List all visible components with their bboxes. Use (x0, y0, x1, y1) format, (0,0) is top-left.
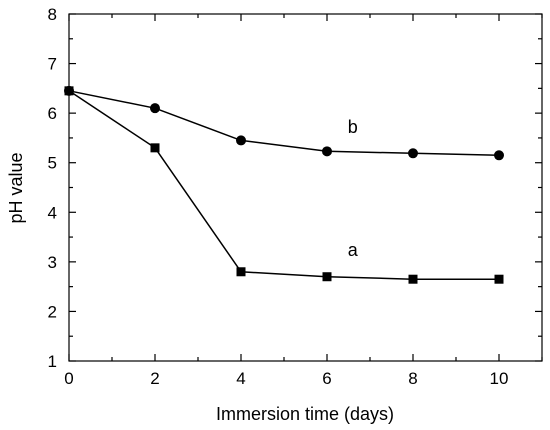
y-tick-label: 6 (48, 104, 57, 123)
y-tick-label: 1 (48, 352, 57, 371)
data-point-b (236, 135, 246, 146)
data-point-b (322, 146, 332, 157)
data-point-b (494, 150, 504, 161)
x-tick-label: 10 (490, 369, 509, 388)
series-label-a: a (348, 240, 359, 260)
x-tick-label: 6 (322, 369, 331, 388)
data-point-a (150, 143, 160, 153)
plot-frame (68, 13, 543, 362)
y-tick-label: 4 (48, 203, 57, 222)
x-tick-label: 8 (408, 369, 417, 388)
series-markers (64, 85, 504, 284)
series-lines (68, 90, 500, 280)
x-tick-label: 4 (236, 369, 245, 388)
axis-ticks (68, 13, 543, 362)
y-tick-label: 3 (48, 253, 57, 272)
data-point-a (408, 274, 418, 284)
data-point-a (236, 267, 246, 277)
y-tick-label: 2 (48, 302, 57, 321)
series-labels: ab (348, 117, 359, 260)
y-tick-label: 8 (48, 5, 57, 24)
y-tick-label: 5 (48, 154, 57, 173)
data-point-a (494, 274, 504, 284)
data-point-b (150, 103, 160, 114)
data-point-b (408, 148, 418, 159)
data-point-a (322, 272, 332, 282)
x-tick-label: 0 (64, 369, 73, 388)
x-tick-label: 2 (150, 369, 159, 388)
x-axis-title: Immersion time (days) (216, 404, 394, 424)
y-tick-label: 7 (48, 55, 57, 74)
data-point-b (64, 85, 74, 96)
series-label-b: b (348, 117, 358, 137)
y-axis-title: pH value (6, 152, 26, 223)
series-line-b (68, 90, 500, 157)
series-line-a (68, 90, 499, 280)
